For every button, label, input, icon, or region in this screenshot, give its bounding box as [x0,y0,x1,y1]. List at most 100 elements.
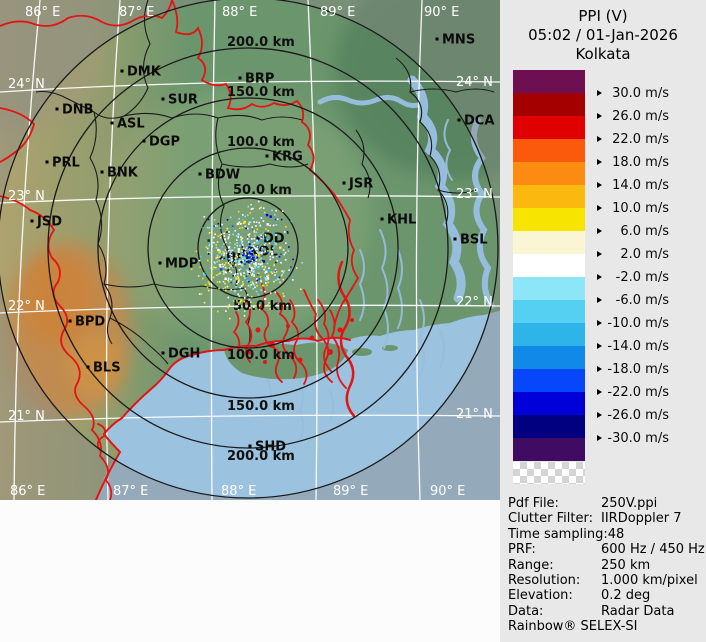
lon-label-top: 86° E [25,5,60,20]
info-value: 0.2 deg [601,588,651,604]
product-info: Pdf File: 250V.ppi Clutter Filter: IIRDoppl… [508,496,705,619]
ring-distance-label: 100.0 km [227,348,295,363]
info-label: Time sampling: [508,526,608,542]
legend-color-block [513,369,585,392]
ring-distance-label: 100.0 km [227,135,295,150]
legend-value: -22.0 m/s [607,384,669,400]
legend-value: -2.0 m/s [615,269,669,285]
city-dot [219,256,223,260]
legend-colorbar [513,70,585,461]
legend-boundary-label: -2.0 m/s [597,269,669,285]
city-label: DNB [62,103,94,118]
city-dot [30,219,34,223]
legend-boundary-label: 10.0 m/s [597,200,669,216]
legend-color-block [513,300,585,323]
legend-value: 26.0 m/s [612,108,669,124]
city-label: DGH [168,347,200,362]
legend-arrow-icon [597,90,602,96]
city-label: KHL [387,213,416,228]
legend-value: 2.0 m/s [620,246,669,262]
city-dot [100,170,104,174]
legend-arrow-icon [597,274,602,280]
city-label: ULB [226,252,255,267]
city-dot [453,237,457,241]
legend-arrow-icon [597,113,602,119]
legend-color-block [513,208,585,231]
city-dot [435,37,439,41]
legend-color-block [513,438,585,461]
ring-distance-label: 150.0 km [227,399,295,414]
city-label: DMK [127,65,162,80]
legend-arrow-icon [597,228,602,234]
legend-arrow-icon [597,343,602,349]
lat-label-left: 22° N [8,299,45,314]
city-dot [248,444,252,448]
city-dot [161,97,165,101]
city-label: JSR [348,177,373,192]
lon-label-top: 90° E [424,5,459,20]
lon-label-top: 89° E [320,5,355,20]
latlon-labels: 86° E 87° E 88° E 89° E 90° E 86° E 87° E 88° E… [8,5,493,499]
lon-label-bottom: 90° E [430,484,465,499]
info-value: 1.000 km/pixel [601,573,698,589]
side-panel: PPI (V) 05:02 / 01-Jan-2026 Kolkata 30.0… [500,0,706,642]
legend-boundary-label: -22.0 m/s [597,384,669,400]
legend-color-block [513,323,585,346]
lat-label-left: 24° N [8,77,45,92]
city-dot [198,172,202,176]
lat-label-left: 21° N [8,409,45,424]
legend-value: -14.0 m/s [607,338,669,354]
info-label: Resolution: [508,573,581,589]
city-label: ASL [117,117,145,132]
city-label: JSD [36,215,62,230]
software-branding: Rainbow® SELEX-SI [508,619,638,634]
legend-arrow-icon [597,251,602,257]
legend-color-block [513,185,585,208]
city-label: KRG [272,150,303,165]
radar-map: 200.0 km 150.0 km 100.0 km 50.0 km 50.0 km 10… [0,0,585,501]
city-dot [55,107,59,111]
lon-label-top: 88° E [222,5,257,20]
legend-value: -18.0 m/s [607,361,669,377]
ring-distance-label: 200.0 km [227,449,295,464]
lon-label-bottom: 88° E [221,484,256,499]
radar-echo-cluster [190,200,303,320]
city-dot [86,365,90,369]
info-value: 250 km [601,557,651,573]
lat-label-left: 23° N [8,189,45,204]
info-row: Range: 250 km [508,558,705,573]
info-label: PRF: [508,542,536,558]
city-label: BLS [93,361,121,376]
legend-boundary-label: 22.0 m/s [597,131,669,147]
info-label: Range: [508,557,554,573]
legend-arrow-icon [597,320,602,326]
range-ring-labels: 200.0 km 150.0 km 100.0 km 50.0 km 50.0 km 10… [227,35,295,464]
city-label: SUR [168,93,198,108]
legend-boundary-label: -30.0 m/s [597,430,669,446]
legend-boundary-label: -18.0 m/s [597,361,669,377]
station-name: Kolkata [575,45,631,63]
ring-distance-label: 50.0 km [233,183,292,198]
legend-boundary-label: 14.0 m/s [597,177,669,193]
info-row: Data: Radar Data [508,604,705,619]
info-value: IIRDoppler 7 [601,511,682,527]
info-label: Data: [508,603,544,619]
legend-boundary-label: 18.0 m/s [597,154,669,170]
info-row: Elevation: 0.2 deg [508,588,705,603]
city-label: BSL [460,233,488,248]
city-label: DD [263,232,285,247]
legend-color-block [513,392,585,415]
legend-arrow-icon [597,297,602,303]
legend-boundary-label: -6.0 m/s [597,292,669,308]
info-label: Clutter Filter: [508,511,593,527]
lat-label-right: 23° N [456,187,493,202]
legend-value: -30.0 m/s [607,430,669,446]
legend-boundary-label: 30.0 m/s [597,85,669,101]
product-name: PPI (V) [578,7,628,25]
legend-boundary-label: 26.0 m/s [597,108,669,124]
legend-value: 10.0 m/s [612,200,669,216]
city-label: BNK [107,166,139,181]
legend-arrow-icon [597,182,602,188]
city-dot [242,249,246,253]
legend-color-block [513,346,585,369]
